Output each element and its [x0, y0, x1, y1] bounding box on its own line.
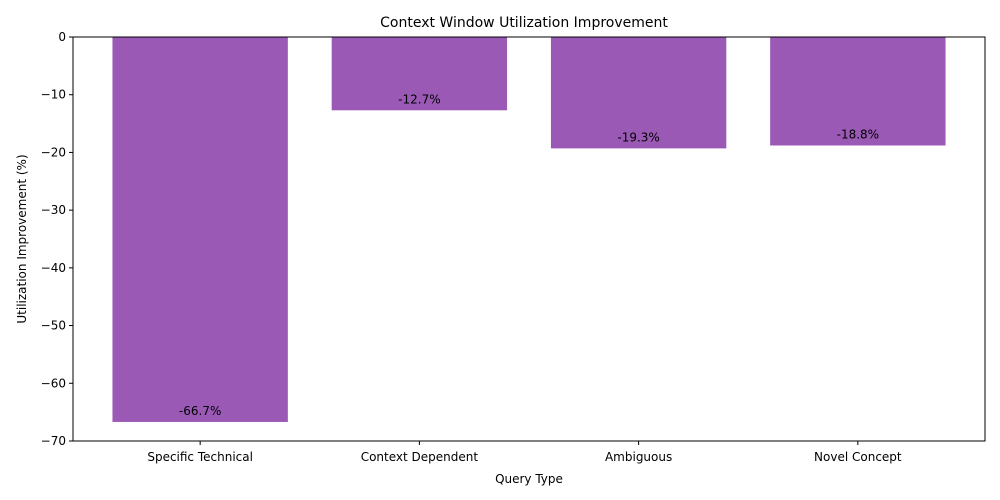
y-tick-label: −20: [41, 145, 66, 159]
y-tick-label: −50: [41, 319, 66, 333]
bar: [770, 37, 946, 146]
bar-value-label: -66.7%: [179, 404, 221, 418]
y-tick-label: −10: [41, 88, 66, 102]
bar-value-label: -12.7%: [398, 92, 440, 106]
y-axis-ticks: 0 −10 −20 −30 −40 −50 −60 −70: [41, 30, 73, 448]
x-tick-label: Specific Technical: [147, 450, 253, 464]
bars-group: [112, 37, 946, 422]
bar: [112, 37, 288, 422]
chart-title: Context Window Utilization Improvement: [380, 15, 668, 31]
y-tick-label: −40: [41, 261, 66, 275]
x-tick-label: Novel Concept: [814, 450, 902, 464]
bar-value-label: -18.8%: [837, 128, 879, 142]
bar: [550, 37, 727, 149]
y-tick-label: −30: [41, 203, 66, 217]
x-axis-label: Query Type: [495, 472, 563, 486]
bar-value-label: -19.3%: [617, 130, 659, 144]
plot-frame: [72, 36, 986, 442]
y-tick-label: −60: [41, 376, 66, 390]
x-tick-label: Ambiguous: [605, 450, 672, 464]
x-tick-label: Context Dependent: [361, 450, 479, 464]
bar: [331, 37, 508, 111]
x-axis-ticks: Specific Technical Context Dependent Ambig…: [147, 441, 902, 464]
y-tick-label: 0: [58, 30, 66, 44]
y-axis-label: Utilization Improvement (%): [15, 154, 29, 323]
data-labels-group: -66.7% -12.7% -19.3% -18.8%: [179, 92, 879, 418]
y-tick-label: −70: [41, 434, 66, 448]
